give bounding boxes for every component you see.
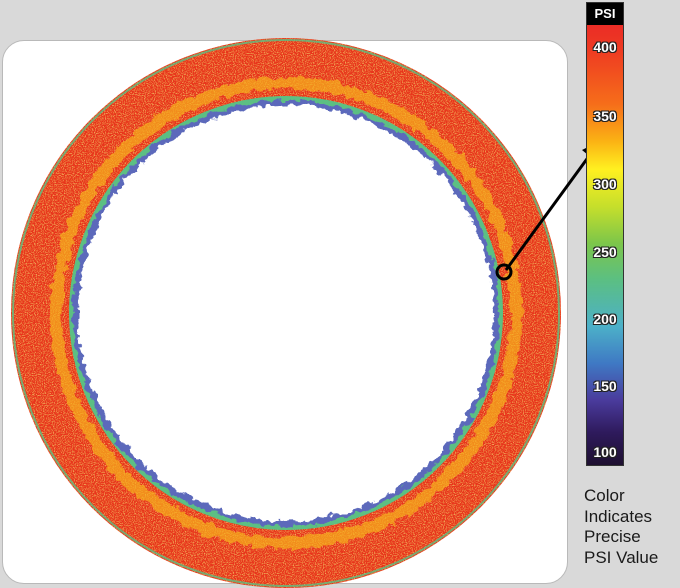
- ring-high-pressure-band: [11, 38, 561, 588]
- scale-tick-250: 250: [593, 244, 617, 260]
- ring-inner-edge-band: [68, 95, 504, 531]
- scale-tick-300: 300: [593, 176, 617, 192]
- ring-mid-pressure-band: [50, 77, 522, 549]
- caption-line: Indicates: [584, 506, 653, 526]
- sample-point-marker: [495, 263, 513, 281]
- pointer-arrow-line: [504, 151, 594, 271]
- scale-tick-400: 400: [593, 39, 617, 55]
- caption-line: Precise: [584, 527, 641, 546]
- scale-tick-100: 100: [593, 444, 617, 460]
- caption-line: PSI Value: [584, 547, 659, 567]
- scale-tick-150: 150: [593, 378, 617, 394]
- scale-tick-350: 350: [593, 108, 617, 124]
- psi-color-scale: PSI 400 350 300 250 200 150 100: [586, 2, 624, 466]
- legend-caption: Color Indicates Precise PSI Value: [584, 486, 680, 568]
- color-scale-title: PSI: [587, 3, 623, 25]
- ring-outer-edge: [12, 39, 560, 587]
- caption-line: Color: [584, 486, 625, 505]
- scale-tick-200: 200: [593, 311, 617, 327]
